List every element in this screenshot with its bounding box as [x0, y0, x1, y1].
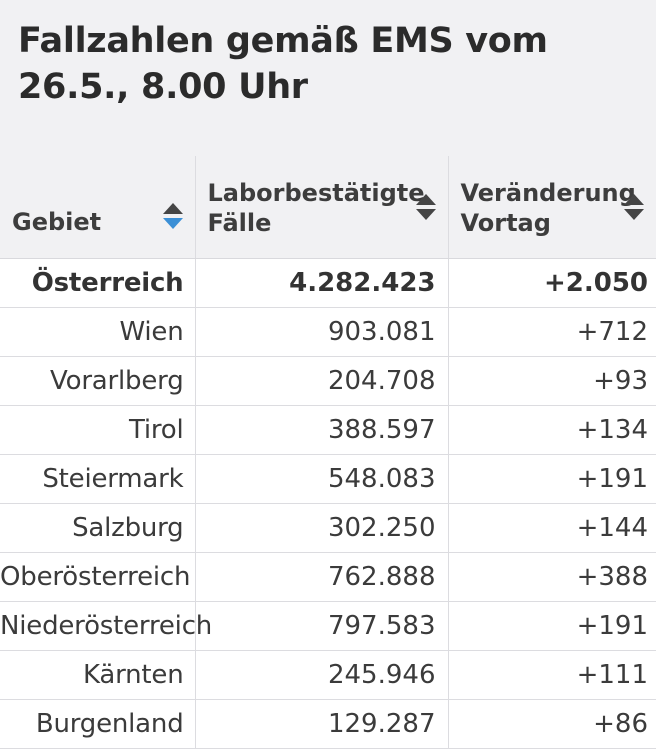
cell-veraenderung: +93	[447, 356, 656, 406]
cell-veraenderung-value: +191	[576, 610, 648, 641]
cell-veraenderung: +388	[447, 552, 656, 602]
cell-gebiet: Oberösterreich	[0, 552, 195, 602]
cell-gebiet: Österreich	[0, 258, 195, 308]
cell-faelle-value: 903.081	[327, 316, 436, 347]
cell-gebiet-value: Kärnten	[82, 659, 184, 690]
cell-gebiet-value: Steiermark	[42, 463, 184, 494]
table-row: Niederösterreich 797.583 +191	[0, 601, 656, 651]
cases-table: Gebiet Laborbestätigte Fälle Veränderung…	[0, 156, 656, 749]
cell-faelle: 903.081	[194, 307, 448, 357]
table-row: Oberösterreich 762.888 +388	[0, 552, 656, 602]
cell-faelle: 245.946	[194, 650, 448, 700]
cell-gebiet: Salzburg	[0, 503, 195, 553]
cell-faelle: 4.282.423	[194, 258, 448, 308]
cell-faelle: 762.888	[194, 552, 448, 602]
page-title: Fallzahlen gemäß EMS vom 26.5., 8.00 Uhr	[18, 21, 548, 107]
column-header-label: Veränderung Vortag	[460, 179, 636, 238]
cell-gebiet-value: Oberösterreich	[0, 561, 191, 592]
cell-gebiet-value: Tirol	[128, 414, 184, 445]
cell-gebiet: Wien	[0, 307, 195, 357]
cell-faelle-value: 548.083	[327, 463, 436, 494]
table-row: Salzburg 302.250 +144	[0, 503, 656, 553]
cell-faelle: 204.708	[194, 356, 448, 406]
cell-veraenderung-value: +111	[576, 659, 648, 690]
cell-faelle-value: 4.282.423	[289, 267, 436, 298]
cell-veraenderung-value: +2.050	[543, 267, 648, 298]
cell-faelle: 548.083	[194, 454, 448, 504]
table-row: Vorarlberg 204.708 +93	[0, 356, 656, 406]
sort-descending-icon[interactable]	[162, 203, 183, 229]
table-row: Burgenland 129.287 +86	[0, 699, 656, 749]
cell-gebiet-value: Burgenland	[35, 708, 184, 739]
table-row: Österreich 4.282.423 +2.050	[0, 258, 656, 308]
cell-gebiet-value: Österreich	[31, 267, 184, 298]
cell-faelle: 302.250	[194, 503, 448, 553]
cell-veraenderung-value: +86	[593, 708, 648, 739]
cell-gebiet-value: Salzburg	[72, 512, 184, 543]
cell-veraenderung-value: +144	[576, 512, 648, 543]
cell-faelle-value: 245.946	[327, 659, 436, 690]
cell-faelle-value: 797.583	[327, 610, 436, 641]
cell-faelle: 129.287	[194, 699, 448, 749]
table-row: Wien 903.081 +712	[0, 307, 656, 357]
cell-veraenderung: +712	[447, 307, 656, 357]
cell-faelle-value: 204.708	[327, 365, 436, 396]
cell-gebiet: Niederösterreich	[0, 601, 212, 651]
table-header-row: Gebiet Laborbestätigte Fälle Veränderung…	[0, 156, 656, 259]
cell-gebiet: Steiermark	[0, 454, 195, 504]
table-row: Steiermark 548.083 +191	[0, 454, 656, 504]
cell-veraenderung: +191	[447, 601, 656, 651]
sort-icon[interactable]	[624, 193, 644, 220]
sort-icon[interactable]	[415, 193, 436, 220]
header-bar: Fallzahlen gemäß EMS vom 26.5., 8.00 Uhr	[0, 0, 656, 157]
cell-faelle-value: 129.287	[327, 708, 436, 739]
cell-faelle-value: 762.888	[327, 561, 436, 592]
cell-veraenderung: +134	[447, 405, 656, 455]
table-row: Kärnten 245.946 +111	[0, 650, 656, 700]
table-row: Tirol 388.597 +134	[0, 405, 656, 455]
cell-gebiet: Burgenland	[0, 699, 195, 749]
column-header-faelle[interactable]: Laborbestätigte Fälle	[194, 156, 448, 259]
table-body: Österreich 4.282.423 +2.050 Wien 903.081 +712…	[0, 258, 656, 749]
cell-gebiet: Tirol	[0, 405, 195, 455]
cell-veraenderung-value: +712	[576, 316, 648, 347]
column-header-label: Gebiet	[12, 207, 102, 236]
cell-faelle-value: 388.597	[327, 414, 436, 445]
cell-gebiet-value: Vorarlberg	[50, 365, 184, 396]
cell-veraenderung-value: +191	[576, 463, 648, 494]
cell-veraenderung: +111	[447, 650, 656, 700]
cell-faelle: 388.597	[194, 405, 448, 455]
cell-veraenderung-value: +134	[576, 414, 648, 445]
cell-faelle-value: 302.250	[327, 512, 436, 543]
column-header-gebiet[interactable]: Gebiet	[0, 156, 195, 259]
cell-veraenderung-value: +388	[576, 561, 648, 592]
cell-gebiet-value: Niederösterreich	[0, 610, 213, 641]
cell-gebiet-value: Wien	[119, 316, 184, 347]
cell-gebiet: Vorarlberg	[0, 356, 195, 406]
cell-gebiet: Kärnten	[0, 650, 195, 700]
cell-faelle: 797.583	[194, 601, 448, 651]
cell-veraenderung: +144	[447, 503, 656, 553]
cell-veraenderung: +86	[447, 699, 656, 749]
cell-veraenderung: +2.050	[447, 258, 656, 308]
column-header-veraenderung[interactable]: Veränderung Vortag	[447, 156, 656, 259]
column-header-label: Laborbestätigte Fälle	[207, 179, 425, 238]
cell-veraenderung: +191	[447, 454, 656, 504]
cell-veraenderung-value: +93	[593, 365, 648, 396]
